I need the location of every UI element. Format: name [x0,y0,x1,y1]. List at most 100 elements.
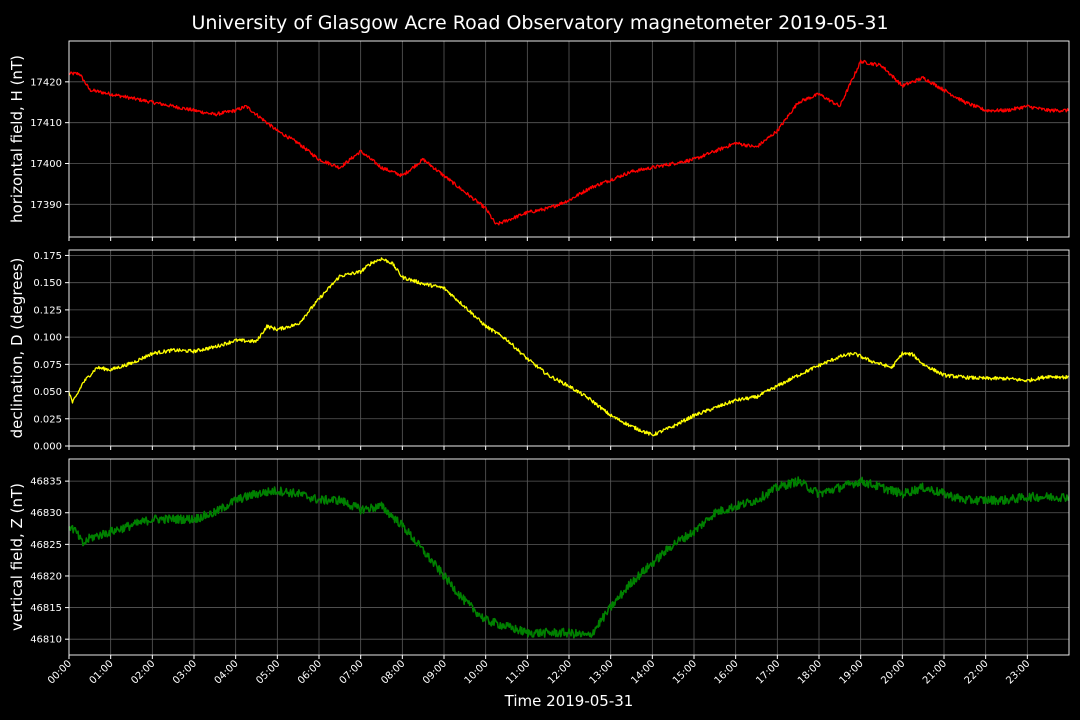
data-point [380,258,382,260]
data-point [818,93,820,95]
axes-frame [68,40,1070,238]
data-point [693,531,695,533]
y-tick-label: 46820 [30,571,62,582]
data-point [443,175,445,177]
data-point [422,283,424,285]
data-point [359,271,361,273]
data-point [870,360,872,362]
data-point [255,340,257,342]
data-point [891,366,893,368]
y-tick-label: 0.175 [33,251,62,262]
data-point [89,537,91,539]
data-point [234,109,236,111]
data-point [901,85,903,87]
data-point [401,276,403,278]
data-point [359,150,361,152]
data-point [401,524,403,526]
data-point [276,130,278,132]
data-point [109,369,111,371]
data-point [422,158,424,160]
data-point [912,353,914,355]
data-point [797,480,799,482]
data-point [255,493,257,495]
data-point [589,635,591,637]
axes-frame [68,249,1070,447]
data-point [1026,105,1028,107]
data-point [734,399,736,401]
data-point [172,518,174,520]
data-point [75,531,77,533]
data-point [859,60,861,62]
data-point [734,142,736,144]
data-point [839,356,841,358]
data-point [505,338,507,340]
y-tick-label: 0.025 [33,414,62,425]
data-point [82,382,84,384]
data-point [922,363,924,365]
data-point [234,499,236,501]
data-point [818,364,820,366]
data-point [651,434,653,436]
data-point [568,199,570,201]
data-point [505,625,507,627]
data-point [964,376,966,378]
data-point [443,287,445,289]
data-point [526,358,528,360]
data-point [672,162,674,164]
data-point [776,486,778,488]
data-point [370,262,372,264]
y-tick-label: 0.000 [33,442,62,453]
y-tick-label: 17390 [30,200,62,211]
data-point [484,619,486,621]
y-tick-label: 17410 [30,118,62,129]
data-point [495,224,497,226]
data-point [443,575,445,577]
data-point [193,518,195,520]
data-point [651,166,653,168]
data-point [401,175,403,177]
data-point [984,109,986,111]
y-tick-label: 0.125 [33,305,62,316]
data-point [880,486,882,488]
data-point [547,632,549,634]
y-tick-label: 0.100 [33,333,62,344]
data-point [651,562,653,564]
y-axis-label: horizontal field, H (nT) [8,55,26,223]
data-point [245,105,247,107]
data-point [609,179,611,181]
y-tick-label: 17420 [30,77,62,88]
data-point [484,207,486,209]
data-point [339,166,341,168]
data-point [964,499,966,501]
data-point [109,93,111,95]
data-point [78,72,80,74]
series-line-d [68,257,1069,437]
data-point [339,275,341,277]
data-point [318,158,320,160]
data-point [464,191,466,193]
data-point [380,505,382,507]
data-point [464,305,466,307]
data-point [1026,379,1028,381]
data-point [96,366,98,368]
data-point [630,581,632,583]
y-tick-label: 46815 [30,603,62,614]
data-point [839,486,841,488]
data-point [609,414,611,416]
y-tick-label: 46830 [30,508,62,519]
data-point [734,505,736,507]
data-point [589,187,591,189]
data-point [526,632,528,634]
data-point [984,377,986,379]
x-axis-label: Time 2019-05-31 [504,692,634,710]
data-point [589,398,591,400]
data-point [130,524,132,526]
y-tick-label: 46835 [30,477,62,488]
data-point [276,328,278,330]
data-point [89,89,91,91]
data-point [776,130,778,132]
data-point [193,109,195,111]
data-point [547,207,549,209]
